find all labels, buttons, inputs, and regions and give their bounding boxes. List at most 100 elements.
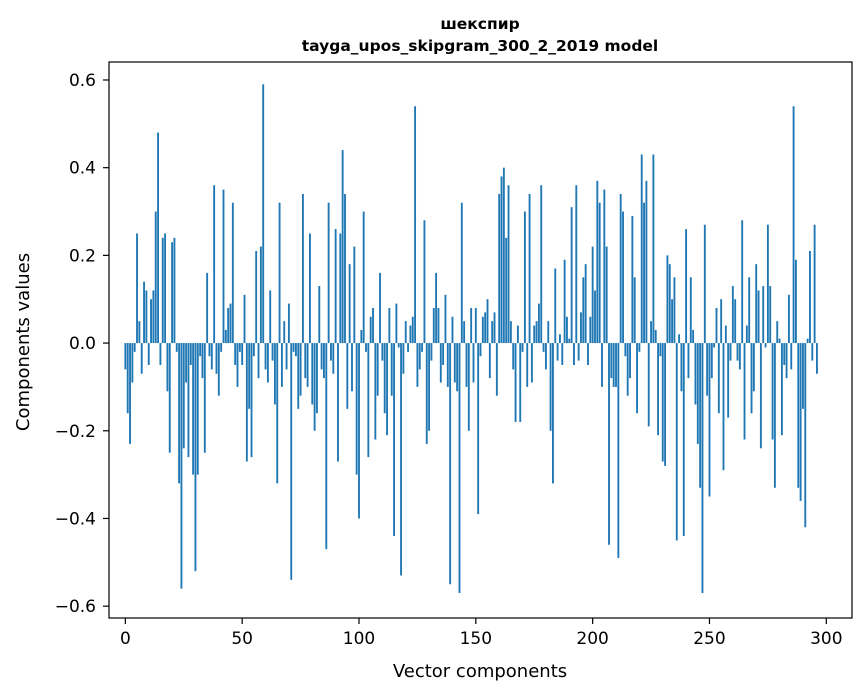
bar (488, 343, 491, 379)
bar (778, 338, 781, 344)
bar (734, 299, 737, 344)
bar (640, 154, 643, 344)
x-tick-label: 150 (460, 629, 492, 649)
bar (479, 343, 482, 357)
bar (150, 299, 152, 344)
bar (500, 176, 503, 344)
bar (750, 343, 753, 414)
bar (809, 250, 811, 344)
bar (140, 343, 143, 374)
bar (203, 343, 206, 453)
bar (587, 343, 589, 365)
bar (189, 343, 192, 365)
bar (250, 343, 253, 458)
bar (748, 277, 751, 344)
bar (703, 224, 706, 344)
bar (381, 343, 384, 361)
bar (696, 343, 699, 444)
bar (344, 193, 346, 344)
bar (355, 343, 358, 475)
bar (213, 185, 216, 344)
bar (185, 343, 188, 383)
bar (608, 343, 610, 545)
bar (591, 246, 594, 344)
bar (285, 343, 288, 370)
bar (467, 343, 470, 431)
x-tick-label: 0 (120, 629, 131, 649)
bar (341, 150, 344, 344)
bar (563, 259, 566, 344)
bar (318, 286, 321, 344)
bar (446, 343, 449, 387)
bar (435, 272, 438, 344)
bar (154, 211, 157, 344)
bar (136, 233, 138, 344)
y-tick-label: 0.0 (69, 334, 96, 354)
bar (171, 242, 174, 344)
bar (547, 321, 550, 344)
bar (283, 321, 286, 344)
bar (528, 193, 531, 344)
bar (493, 312, 496, 344)
bar (509, 321, 512, 344)
bar (292, 343, 295, 352)
bar (706, 343, 709, 396)
bar (411, 316, 414, 344)
bar (266, 343, 269, 383)
chart-title-line-2: tayga_upos_skipgram_300_2_2019 model (302, 37, 659, 55)
bar (757, 290, 760, 344)
bar (759, 343, 762, 449)
bar (449, 343, 452, 585)
bar (451, 316, 454, 344)
bar (673, 277, 676, 344)
x-axis: 0 50 100 150 200 250 300 (120, 618, 843, 649)
bar (362, 211, 365, 344)
bar (715, 307, 718, 344)
bar (353, 246, 356, 344)
bar (157, 132, 159, 344)
bar (161, 237, 164, 344)
bar (797, 343, 800, 488)
bar (124, 343, 127, 370)
bar (741, 220, 744, 344)
bar (229, 303, 232, 344)
bar (720, 299, 723, 344)
bar (339, 233, 342, 344)
bar (573, 343, 575, 365)
bar (570, 207, 573, 344)
bar (481, 316, 484, 344)
bar (299, 343, 302, 396)
bar (386, 343, 388, 436)
bar (582, 277, 585, 344)
bar (346, 343, 349, 409)
bar (554, 268, 557, 344)
bar (334, 229, 337, 344)
bar (575, 185, 578, 344)
bar (668, 264, 671, 344)
bar (257, 343, 260, 379)
bar (526, 343, 529, 387)
bar (685, 229, 688, 344)
bar (792, 106, 795, 344)
bar (610, 343, 613, 379)
bar (138, 321, 141, 344)
bar (306, 343, 309, 387)
bar (337, 343, 339, 462)
bar (166, 343, 169, 392)
bar (636, 343, 638, 414)
bar (738, 343, 741, 370)
bar (722, 343, 725, 471)
bar (372, 307, 374, 344)
bar (512, 343, 515, 370)
bar (577, 343, 580, 361)
bar (304, 343, 307, 379)
bar (325, 343, 328, 550)
bar (199, 343, 202, 357)
bar (236, 343, 239, 387)
bar (201, 343, 204, 379)
x-tick-label: 250 (693, 629, 725, 649)
bar (278, 202, 281, 344)
bar (224, 329, 227, 344)
y-tick-label: −0.2 (55, 422, 96, 442)
bar (474, 307, 477, 344)
